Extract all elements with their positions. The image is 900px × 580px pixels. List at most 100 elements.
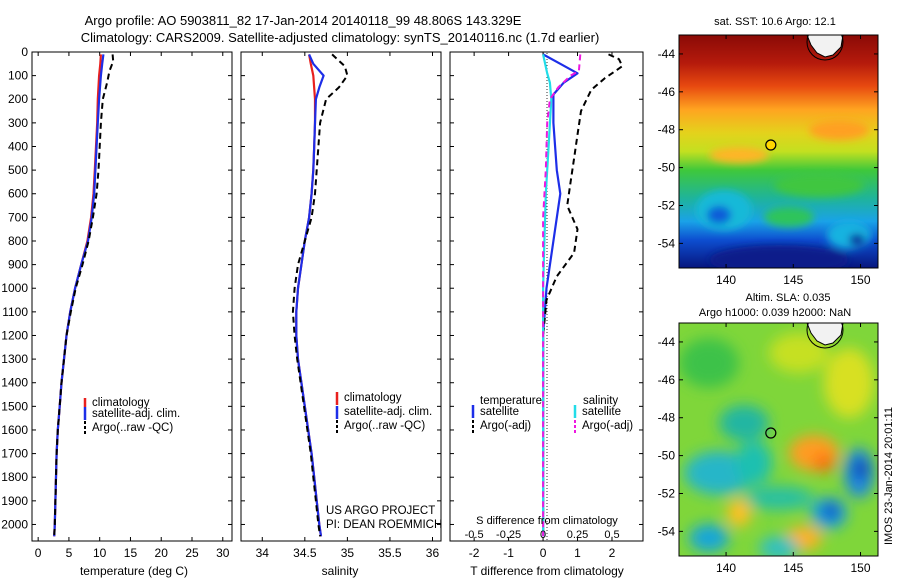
x-tick-label: 36 <box>426 546 440 560</box>
temperature-panel: 0100200300400500600700800900100011001200… <box>1 45 233 578</box>
x-tick-label: 25 <box>185 546 199 560</box>
y-tick-label: 2000 <box>1 517 28 531</box>
map-y-tick-label: -52 <box>658 486 676 500</box>
y-tick-label: 1200 <box>1 328 28 342</box>
y-tick-label: 1100 <box>2 305 28 319</box>
series-line-argo-adj- <box>542 53 624 537</box>
sla-map-frame <box>678 322 879 557</box>
land-outline-circle <box>806 35 844 61</box>
x-tick-label: 20 <box>155 546 169 560</box>
y-tick-label: 0 <box>21 45 28 59</box>
legend-label-s-argo: Argo(-adj) <box>582 420 633 432</box>
x-tick-label: 1 <box>574 546 581 560</box>
map-x-tick-label: 145 <box>783 561 803 575</box>
s-diff-tick-label: 0.25 <box>567 529 588 541</box>
x-tick-label: 34 <box>256 546 270 560</box>
argo-float-marker <box>765 139 777 151</box>
difference-panel: -2 -1 0 1 2 temperature salinity satellite A… <box>449 51 644 578</box>
s-diff-tick-label: -0.5 <box>465 529 484 541</box>
imos-timestamp: IMOS 23-Jan-2014 20:01:11 <box>883 407 895 545</box>
x-tick-label: 35.5 <box>378 546 402 560</box>
y-tick-label: 1300 <box>1 352 28 366</box>
y-tick-label: 300 <box>8 116 28 130</box>
map-y-tick-label: -48 <box>658 123 676 137</box>
figure-title-line2: Climatology: CARS2009. Satellite-adjuste… <box>81 30 600 45</box>
project-credit: US ARGO PROJECT <box>326 505 435 517</box>
temperature-axes-frame <box>31 51 233 542</box>
s-diff-tick-label: -0.25 <box>496 529 521 541</box>
y-tick-label: 400 <box>8 139 28 153</box>
depth-axis: 0 100 200 300 400 500 600 700 800 900 1000 1100 1200… <box>1 45 232 531</box>
map-y-tick-label: -50 <box>658 449 676 463</box>
series-line-argo-adj- <box>542 54 582 537</box>
sla-map-title: Altim. SLA: 0.035 <box>746 292 831 304</box>
difference-depth-ticks <box>450 51 643 525</box>
x-tick-label: 34.5 <box>293 546 317 560</box>
legend-label-t-satellite: satellite <box>480 406 519 418</box>
salinity-legend: climatology satellite-adj. clim. Argo(..… <box>335 392 432 433</box>
legend-title-temperature: temperature <box>480 395 542 407</box>
map-y-tick-label: -44 <box>658 47 676 61</box>
difference-legend: temperature salinity satellite Argo(-adj… <box>471 395 633 433</box>
temperature-x-label: temperature (deg C) <box>80 564 188 578</box>
x-tick-label: 2 <box>609 546 616 560</box>
sla-map-image <box>679 323 878 556</box>
s-diff-tick-label: 0.5 <box>604 529 619 541</box>
pi-credit: PI: DEAN ROEMMICH <box>326 519 442 531</box>
y-tick-label: 500 <box>8 163 28 177</box>
y-tick-label: 1400 <box>1 376 28 390</box>
land-outline-circle <box>806 323 844 349</box>
map-x-tick-label: 150 <box>851 273 871 287</box>
temperature-series <box>53 54 115 537</box>
map-y-tick-label: -50 <box>658 161 676 175</box>
map-x-tick-label: 145 <box>783 273 803 287</box>
sla-map-subtitle: Argo h1000: 0.039 h2000: NaN <box>699 307 851 319</box>
salinity-series <box>291 53 349 537</box>
temperature-legend: climatology satellite-adj. clim. Argo(..… <box>83 397 180 434</box>
map-x-tick-label: 140 <box>716 273 736 287</box>
sst-map-panel: sat. SST: 10.6 Argo: 12.1 <box>658 16 879 287</box>
legend-label-climatology: climatology <box>344 392 402 404</box>
legend-label-argo: Argo(..raw -QC) <box>344 420 425 432</box>
x-tick-label: 15 <box>124 546 138 560</box>
sst-map-title: sat. SST: 10.6 Argo: 12.1 <box>714 16 836 28</box>
x-tick-label: -1 <box>503 546 514 560</box>
s-difference-label: S difference from climatology <box>476 515 618 527</box>
y-tick-label: 700 <box>8 210 28 224</box>
y-tick-label: 200 <box>8 92 28 106</box>
sla-map-axes: 140 145 150 -44 -46 -48 -50 -52 -54 <box>658 323 878 575</box>
x-tick-label: 35 <box>341 546 355 560</box>
difference-series <box>541 53 624 537</box>
salinity-axes-frame <box>240 51 442 542</box>
x-tick-label: 10 <box>93 546 107 560</box>
legend-label-argo: Argo(..raw -QC) <box>92 422 173 434</box>
legend-label-satellite: satellite-adj. clim. <box>92 408 180 420</box>
y-tick-label: 1500 <box>1 399 28 413</box>
map-x-tick-label: 140 <box>716 561 736 575</box>
y-tick-label: 1700 <box>1 447 28 461</box>
s-difference-tick-labels: -0.5 -0.25 0 0.25 0.5 <box>465 529 620 541</box>
map-y-tick-label: -48 <box>658 411 676 425</box>
map-y-tick-label: -46 <box>658 373 676 387</box>
argo-float-marker <box>765 427 777 439</box>
temperature-x-axis: 0 5 10 15 20 25 30 <box>35 52 230 560</box>
legend-label-satellite: satellite-adj. clim. <box>344 406 432 418</box>
y-tick-label: 800 <box>8 234 28 248</box>
figure-title-line1: Argo profile: AO 5903811_82 17-Jan-2014 … <box>85 13 522 28</box>
map-y-tick-label: -44 <box>658 335 676 349</box>
x-tick-label: -2 <box>469 546 480 560</box>
map-y-tick-label: -52 <box>658 198 676 212</box>
series-line-argo-raw-qc- <box>291 53 349 537</box>
y-tick-label: 1600 <box>1 423 28 437</box>
sst-map-frame <box>678 34 879 269</box>
map-y-tick-label: -54 <box>658 236 676 250</box>
series-line-satellite <box>541 53 579 537</box>
difference-x-axis: -2 -1 0 1 2 <box>469 52 616 560</box>
y-tick-label: 900 <box>8 258 28 272</box>
map-y-tick-label: -54 <box>658 524 676 538</box>
salinity-depth-ticks <box>241 51 441 525</box>
map-y-tick-label: -46 <box>658 85 676 99</box>
t-difference-label: T difference from climatology <box>470 564 624 578</box>
salinity-x-label: salinity <box>322 564 359 578</box>
